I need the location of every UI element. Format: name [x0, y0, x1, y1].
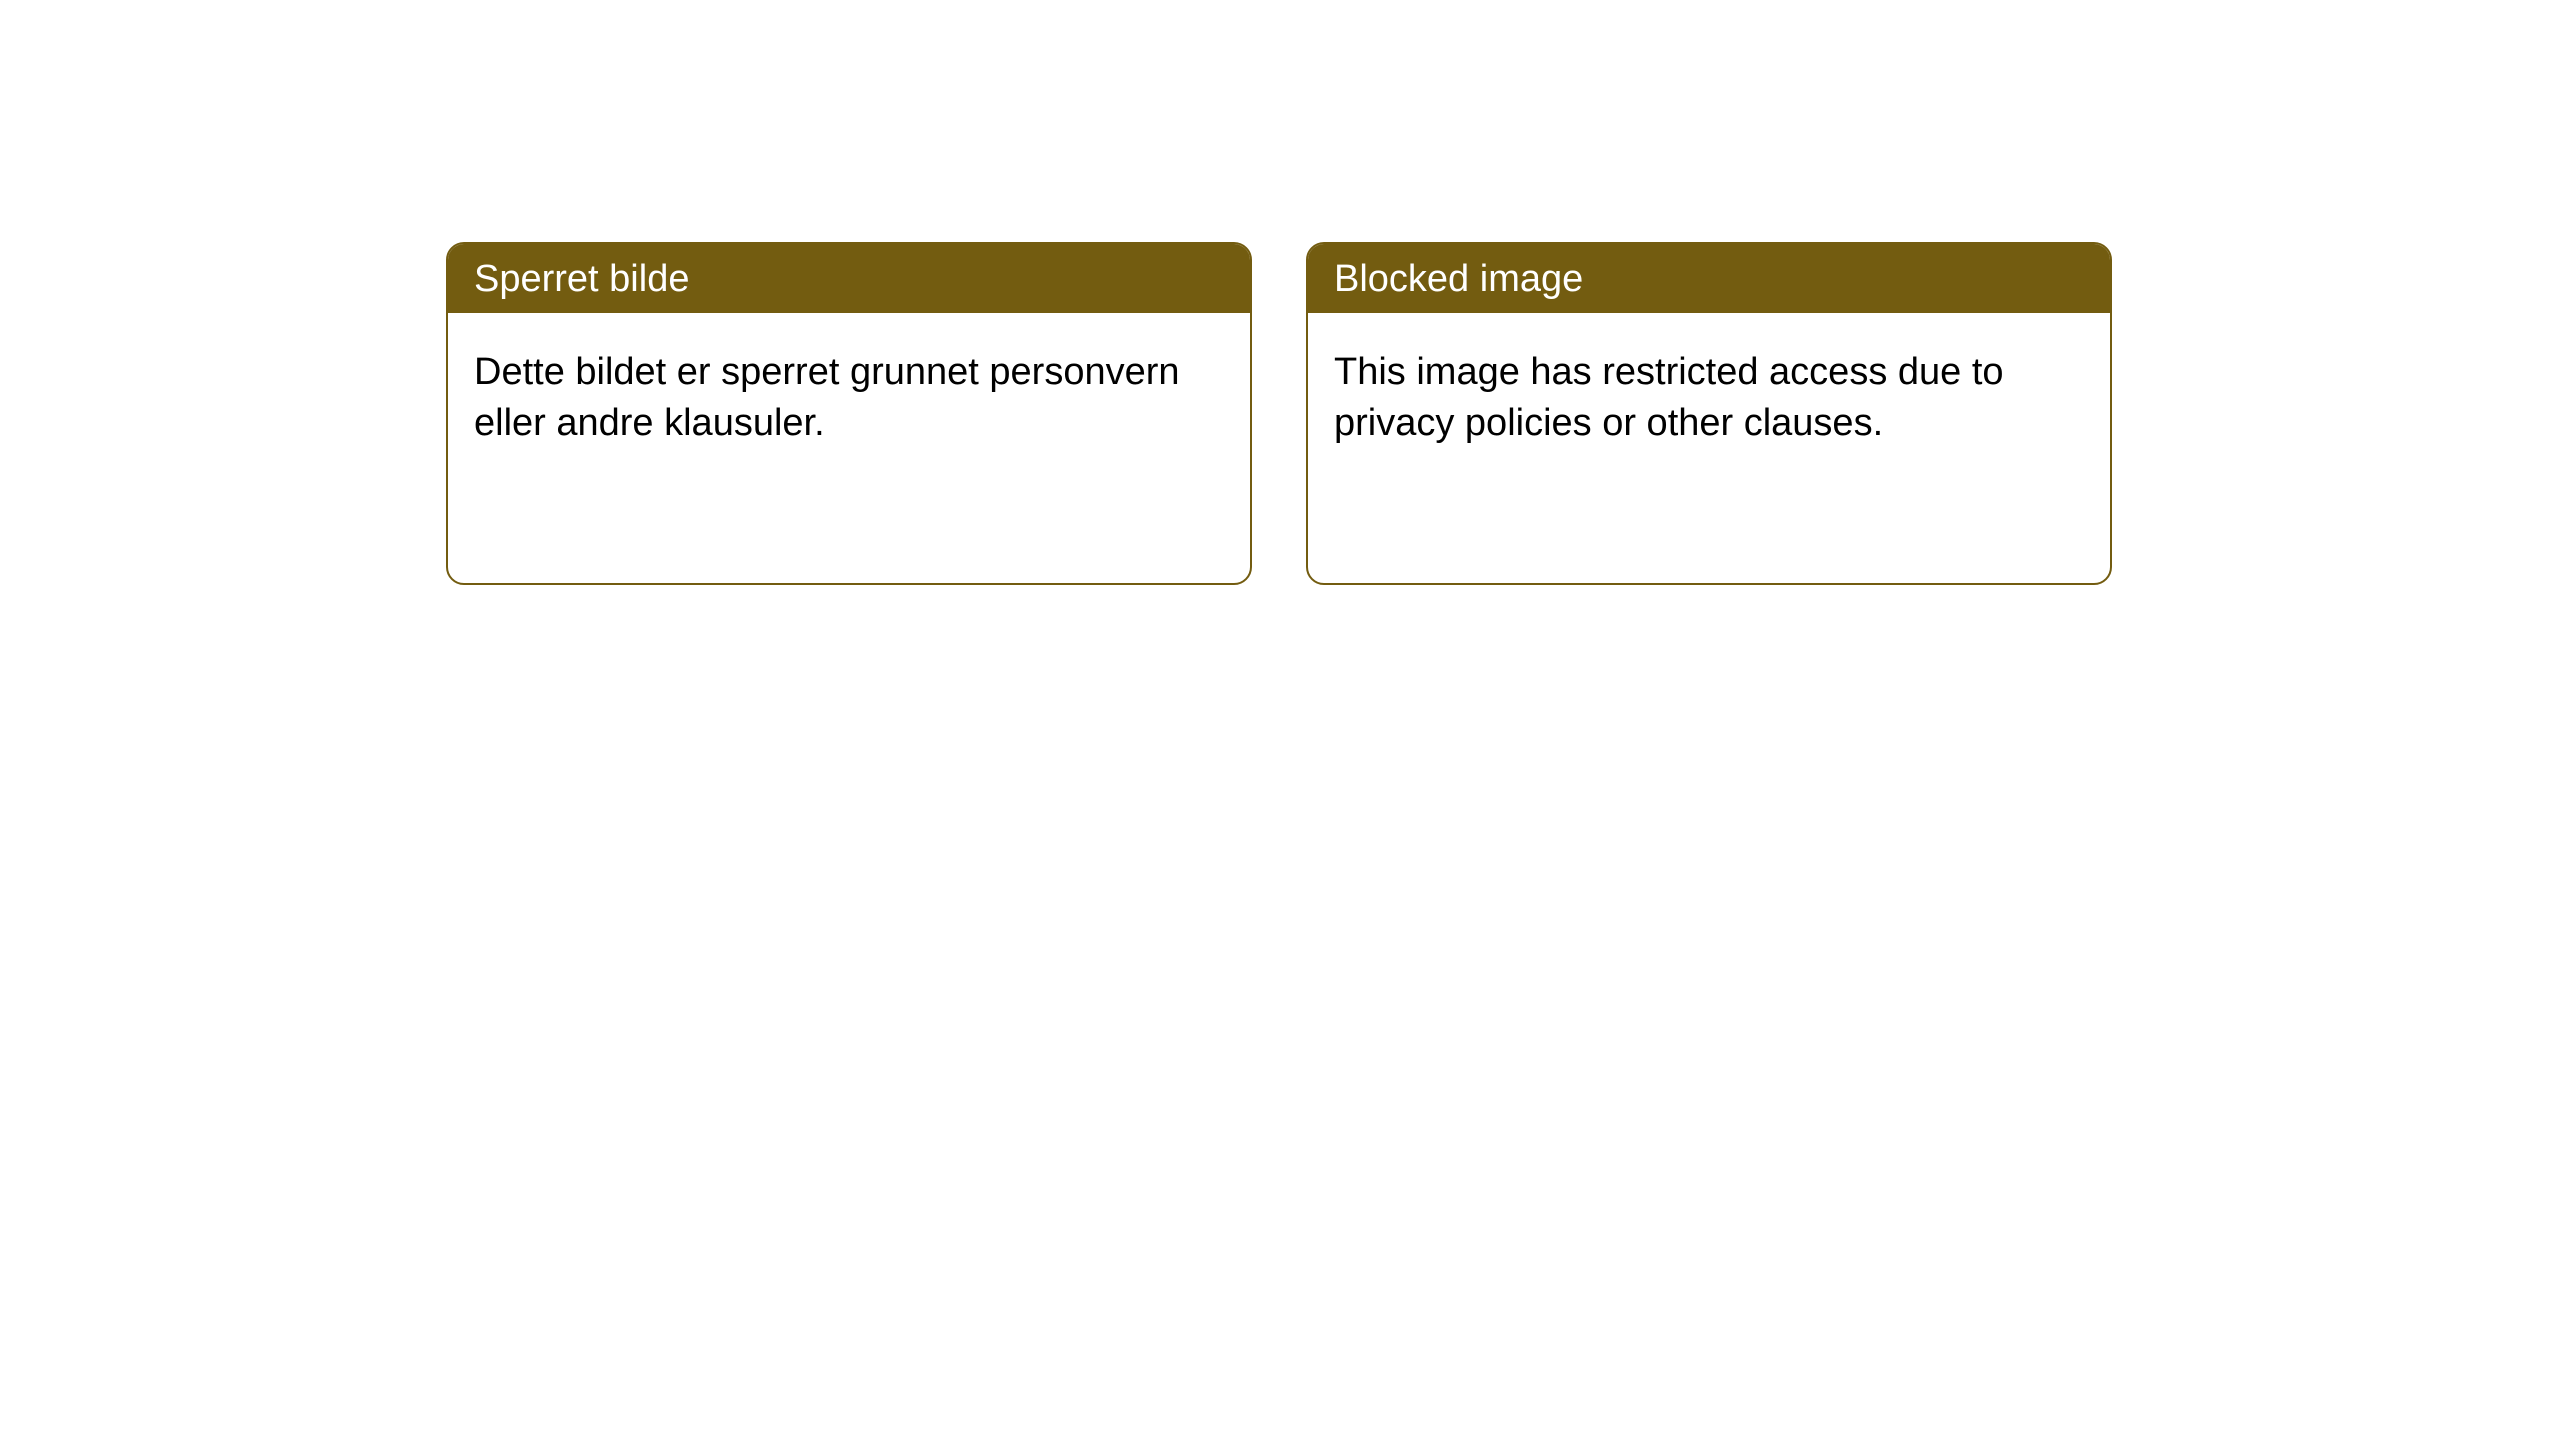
card-header: Sperret bilde [448, 244, 1250, 313]
card-header: Blocked image [1308, 244, 2110, 313]
card-body-text: This image has restricted access due to … [1334, 351, 2004, 444]
notice-card-container: Sperret bilde Dette bildet er sperret gr… [446, 242, 2112, 585]
card-body: Dette bildet er sperret grunnet personve… [448, 313, 1250, 583]
card-header-text: Blocked image [1334, 258, 1583, 300]
card-body-text: Dette bildet er sperret grunnet personve… [474, 351, 1180, 444]
card-header-text: Sperret bilde [474, 258, 689, 300]
notice-card-english: Blocked image This image has restricted … [1306, 242, 2112, 585]
card-body: This image has restricted access due to … [1308, 313, 2110, 583]
notice-card-norwegian: Sperret bilde Dette bildet er sperret gr… [446, 242, 1252, 585]
